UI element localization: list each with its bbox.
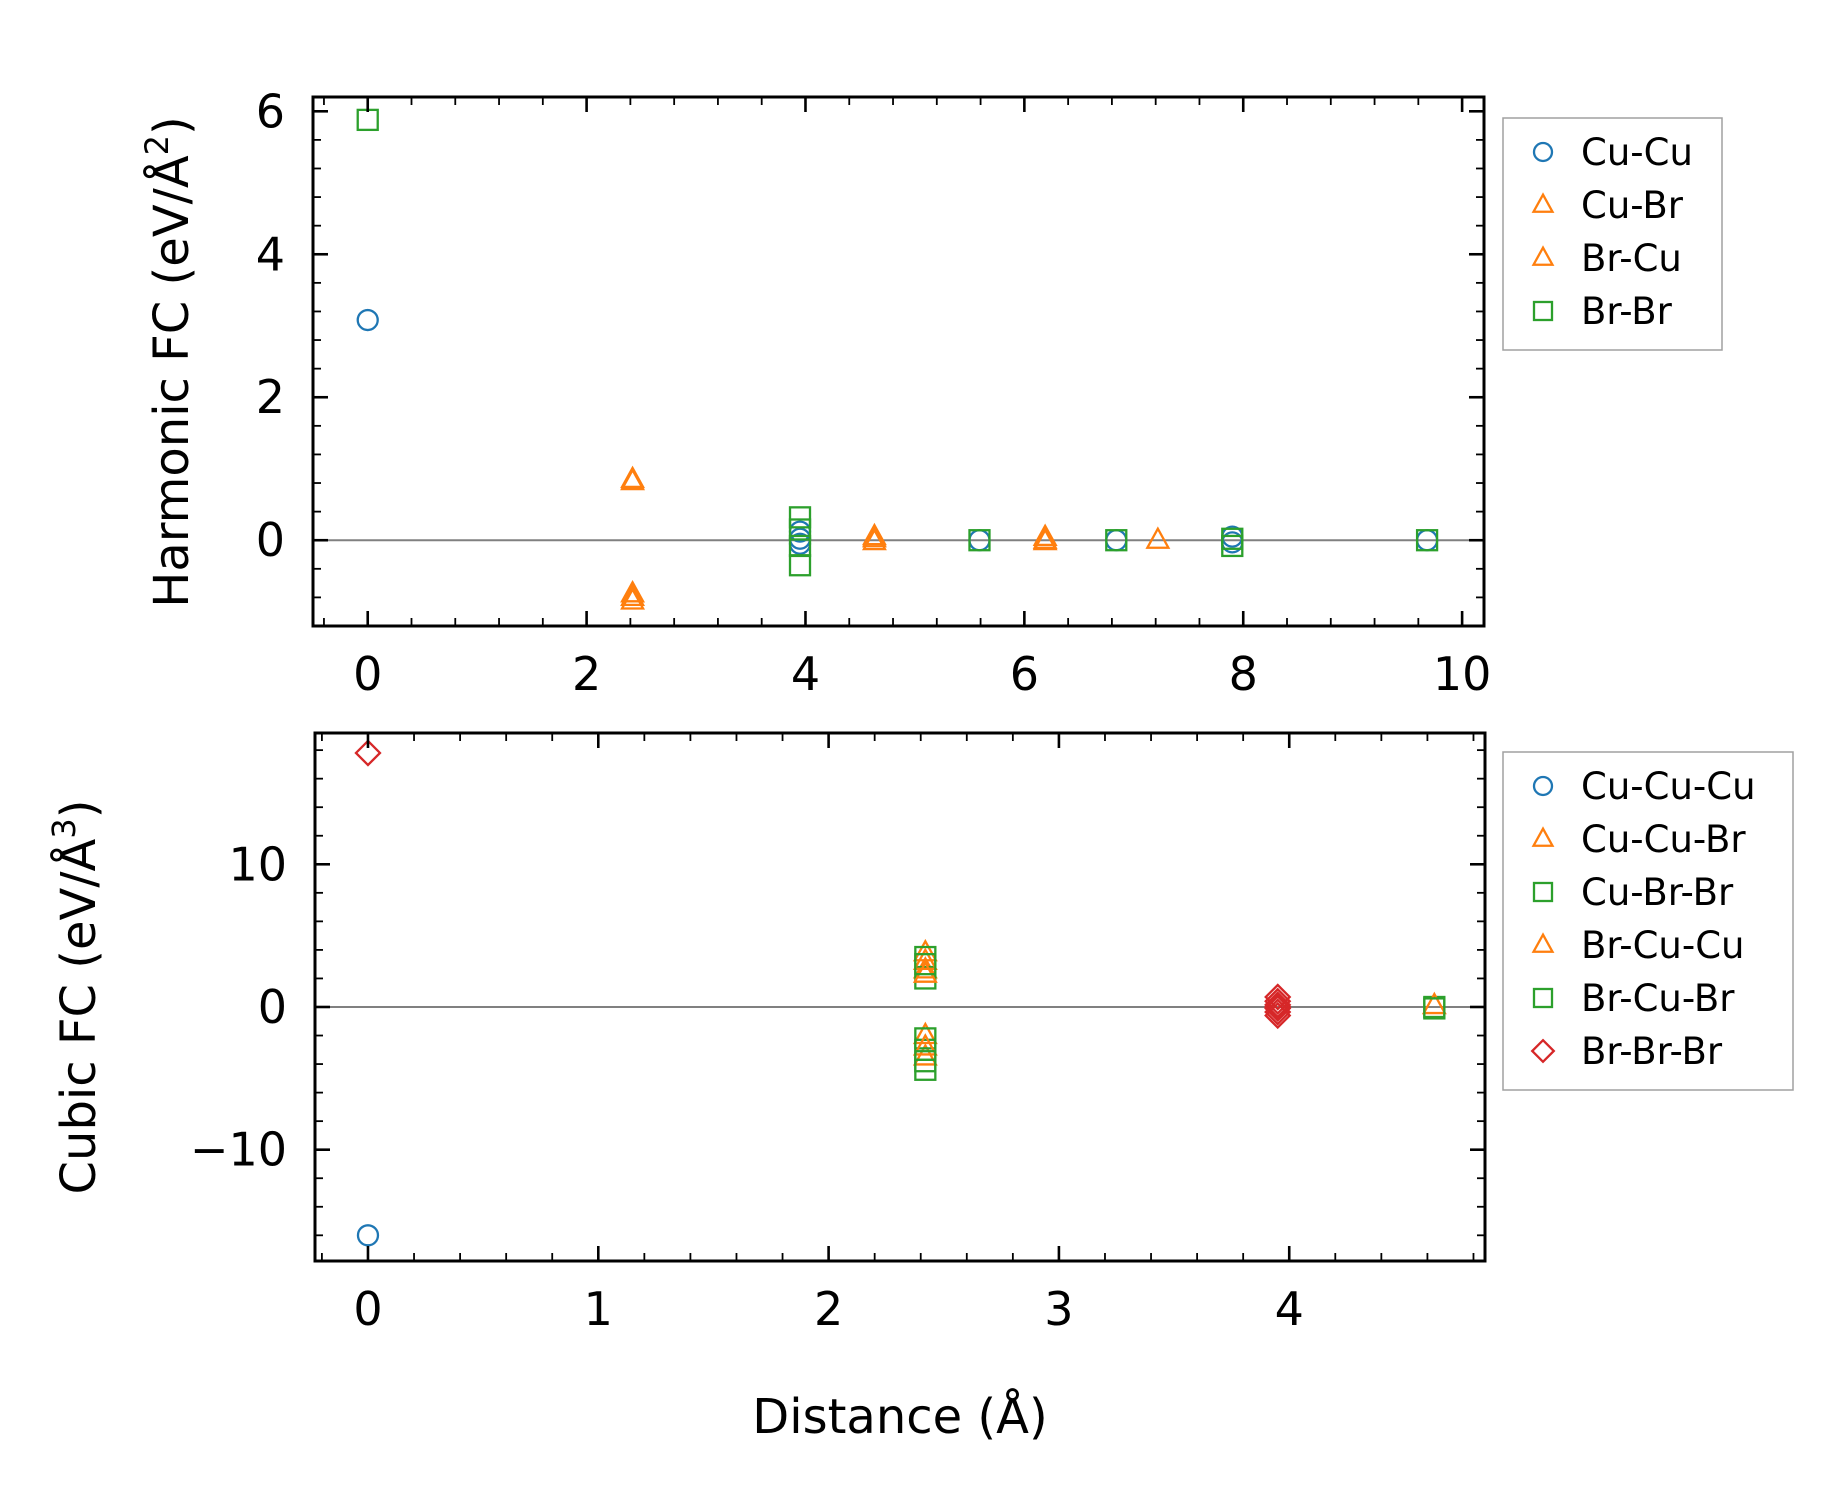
harmonic-legend-label-cu-cu: Cu-Cu bbox=[1581, 131, 1693, 174]
cubic-point-br-cu-cu-3 bbox=[1421, 991, 1447, 1015]
harmonic-legend-label-br-cu: Br-Cu bbox=[1581, 237, 1682, 280]
harmonic-x-tick-label: 4 bbox=[791, 647, 820, 701]
cubic-point-br-cu-br-1 bbox=[914, 1050, 937, 1073]
harmonic-point-cu-br-7 bbox=[1145, 526, 1171, 549]
cubic-legend-marker-cu-br-br bbox=[1532, 881, 1554, 903]
harmonic-y-tick-label: 4 bbox=[256, 227, 285, 281]
cubic-point-br-cu-cu-2 bbox=[912, 1033, 938, 1056]
harmonic-point-cu-br-1 bbox=[620, 579, 646, 603]
cubic-point-br-br-br-2 bbox=[1264, 987, 1292, 1015]
x-axis-label-distance: Distance (Å) bbox=[752, 1388, 1047, 1445]
harmonic-x-tick-label: 6 bbox=[1010, 647, 1039, 701]
harmonic-point-cu-cu-0 bbox=[356, 308, 379, 332]
harmonic-legend-marker-br-br bbox=[1532, 300, 1554, 322]
cubic-fc-panel: 0 1 2 3 4 −10 0 10 Cubic FC (eV/Å3) Distance (Å… bbox=[45, 731, 1794, 1445]
cubic-y-axis-label-exponent: 3 bbox=[45, 818, 83, 838]
harmonic-point-br-br-9 bbox=[1415, 529, 1439, 552]
cubic-legend-marker-cu-cu-cu bbox=[1532, 775, 1554, 797]
harmonic-y-axis-label: Harmonic FC (eV/Å2) bbox=[138, 116, 200, 608]
cubic-legend: Cu-Cu-Cu Cu-Cu-Br Cu-Br-Br Br-Cu-Cu Br-Cu-Br… bbox=[1502, 751, 1794, 1091]
harmonic-plot-frame bbox=[311, 95, 1486, 628]
cubic-legend-label-br-cu-cu: Br-Cu-Cu bbox=[1581, 924, 1745, 967]
cubic-point-br-cu-cu-0 bbox=[912, 947, 938, 970]
harmonic-point-br-cu-1 bbox=[620, 583, 646, 607]
cubic-y-tick-label: 10 bbox=[228, 837, 287, 891]
harmonic-point-cu-br-4 bbox=[861, 527, 887, 551]
harmonic-y-tick-label: 0 bbox=[256, 513, 285, 567]
cubic-point-br-br-br-0 bbox=[354, 739, 382, 767]
cubic-point-br-br-br-5 bbox=[1264, 998, 1292, 1026]
harmonic-point-br-br-1 bbox=[788, 506, 812, 529]
harmonic-point-br-cu-2 bbox=[861, 524, 887, 548]
cubic-y-tick-label: −10 bbox=[190, 1123, 287, 1177]
harmonic-x-tick-label: 10 bbox=[1433, 647, 1492, 701]
harmonic-point-br-br-6 bbox=[1105, 529, 1128, 552]
harmonic-point-br-br-2 bbox=[788, 518, 812, 541]
cubic-legend-label-cu-br-br: Cu-Br-Br bbox=[1581, 871, 1734, 914]
harmonic-x-tick-label: 8 bbox=[1229, 647, 1258, 701]
harmonic-legend-label-br-br: Br-Br bbox=[1581, 290, 1673, 333]
harmonic-point-br-br-4 bbox=[788, 554, 812, 577]
harmonic-point-br-cu-3 bbox=[1032, 526, 1058, 549]
cubic-point-cu-cu-cu-0 bbox=[356, 1224, 380, 1247]
cubic-point-br-br-br-3 bbox=[1264, 991, 1292, 1019]
cubic-legend-marker-br-br-br bbox=[1530, 1038, 1556, 1064]
cubic-y-tick-label: 0 bbox=[258, 980, 287, 1034]
cubic-legend-box bbox=[1502, 751, 1794, 1091]
cubic-point-cu-cu-br-2 bbox=[912, 1021, 938, 1045]
harmonic-legend: Cu-Cu Cu-Br Br-Cu Br-Br bbox=[1502, 117, 1723, 351]
harmonic-legend-marker-br-cu bbox=[1531, 245, 1555, 266]
cubic-legend-label-br-cu-br: Br-Cu-Br bbox=[1581, 977, 1735, 1020]
cubic-point-br-br-br-7 bbox=[1264, 993, 1292, 1021]
cubic-y-axis-label-text: Cubic FC (eV/Å bbox=[50, 838, 107, 1194]
harmonic-x-tick-label: 2 bbox=[572, 647, 601, 701]
cubic-legend-label-cu-cu-br: Cu-Cu-Br bbox=[1581, 818, 1746, 861]
cubic-legend-label-cu-cu-cu: Cu-Cu-Cu bbox=[1581, 765, 1756, 808]
cubic-point-br-br-br-1 bbox=[1264, 983, 1292, 1011]
cubic-plot-frame bbox=[313, 731, 1487, 1263]
harmonic-y-tick-label: 2 bbox=[256, 370, 285, 424]
cubic-point-br-cu-cu-1 bbox=[912, 960, 938, 983]
cubic-legend-marker-br-cu-br bbox=[1532, 987, 1554, 1009]
cubic-x-tick-label: 2 bbox=[814, 1282, 843, 1336]
harmonic-point-br-br-8 bbox=[1221, 534, 1244, 558]
harmonic-legend-box bbox=[1502, 117, 1723, 351]
cubic-x-tick-label: 0 bbox=[353, 1282, 382, 1336]
harmonic-x-tick-label: 0 bbox=[353, 647, 382, 701]
harmonic-point-br-cu-0 bbox=[620, 467, 646, 491]
cubic-x-tick-label: 1 bbox=[584, 1282, 613, 1336]
cubic-point-br-cu-br-0 bbox=[914, 953, 937, 976]
harmonic-point-cu-br-5 bbox=[1032, 523, 1058, 547]
cubic-y-axis-label: Cubic FC (eV/Å3) bbox=[45, 800, 107, 1195]
harmonic-legend-marker-cu-cu bbox=[1532, 141, 1554, 163]
harmonic-legend-label-cu-br: Cu-Br bbox=[1581, 184, 1684, 227]
cubic-point-br-cu-br-2 bbox=[1423, 997, 1446, 1020]
harmonic-y-axis-label-exponent: 2 bbox=[138, 135, 176, 155]
harmonic-y-axis-label-text: Harmonic FC (eV/Å bbox=[143, 155, 200, 608]
cubic-x-tick-label: 4 bbox=[1275, 1282, 1304, 1336]
harmonic-point-br-br-5 bbox=[968, 529, 991, 552]
cubic-x-tick-label: 3 bbox=[1044, 1282, 1073, 1336]
cubic-legend-label-br-br-br: Br-Br-Br bbox=[1581, 1030, 1723, 1073]
cubic-point-cu-br-br-2 bbox=[914, 1027, 937, 1050]
cubic-legend-marker-cu-cu-br bbox=[1531, 826, 1555, 847]
harmonic-legend-marker-cu-br bbox=[1531, 192, 1555, 213]
harmonic-point-cu-br-2 bbox=[620, 587, 646, 610]
cubic-legend-marker-br-cu-cu bbox=[1531, 932, 1555, 953]
harmonic-y-tick-label: 6 bbox=[256, 84, 285, 138]
